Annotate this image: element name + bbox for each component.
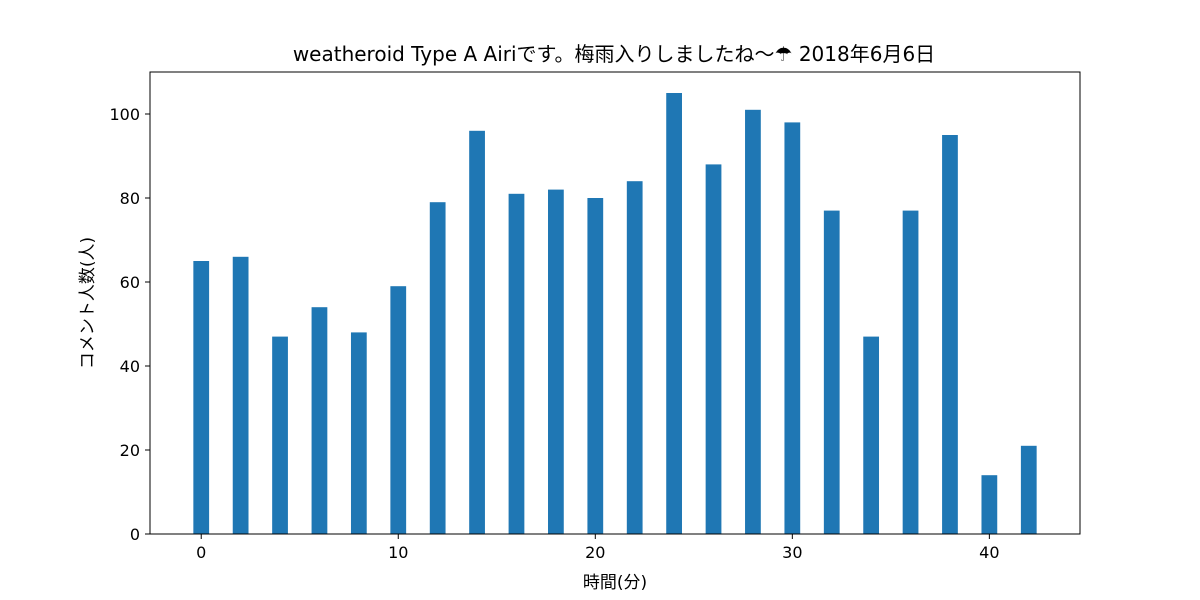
bar-28 xyxy=(745,109,761,535)
x-tick-label: 20 xyxy=(585,543,605,562)
chart-title: weatheroid Type A Airiです。梅雨入りしましたね〜☂ 201… xyxy=(293,42,935,66)
bar-24 xyxy=(666,93,682,534)
bar-8 xyxy=(350,332,367,534)
x-tick-label: 10 xyxy=(388,543,408,562)
bar-38 xyxy=(942,135,958,534)
y-axis-ticks: 0 20 40 60 80 100 xyxy=(109,105,150,544)
y-tick-label: 100 xyxy=(109,105,140,124)
bar-10 xyxy=(390,286,407,534)
bar-2 xyxy=(232,256,249,534)
plot-frame xyxy=(149,71,1081,535)
bar-12 xyxy=(429,202,446,534)
bar-4 xyxy=(272,336,288,534)
bar-26 xyxy=(705,164,722,534)
bar-40 xyxy=(981,475,998,534)
y-tick-label: 0 xyxy=(130,525,140,544)
bar-30 xyxy=(784,122,801,535)
x-tick-label: 0 xyxy=(196,543,206,562)
bars-group xyxy=(193,93,1037,535)
bar-20 xyxy=(587,198,604,534)
bar-18 xyxy=(548,189,564,534)
y-tick-label: 80 xyxy=(120,189,140,208)
y-axis-label: コメント人数(人) xyxy=(78,237,98,369)
bar-34 xyxy=(863,336,880,534)
y-tick-label: 40 xyxy=(120,357,140,376)
x-tick-label: 30 xyxy=(782,543,802,562)
x-axis-label: 時間(分) xyxy=(583,573,647,593)
bar-16 xyxy=(508,193,525,535)
bar-14 xyxy=(469,130,485,535)
bar-36 xyxy=(902,210,919,534)
bar-22 xyxy=(626,181,643,534)
y-tick-label: 60 xyxy=(120,273,140,292)
x-tick-label: 40 xyxy=(979,543,999,562)
x-axis-ticks: 0 10 20 30 40 xyxy=(196,534,1000,562)
bar-0 xyxy=(193,261,210,534)
bar-32 xyxy=(823,210,840,534)
y-tick-label: 20 xyxy=(120,441,140,460)
bar-42 xyxy=(1020,445,1037,534)
bar-6 xyxy=(311,307,328,534)
